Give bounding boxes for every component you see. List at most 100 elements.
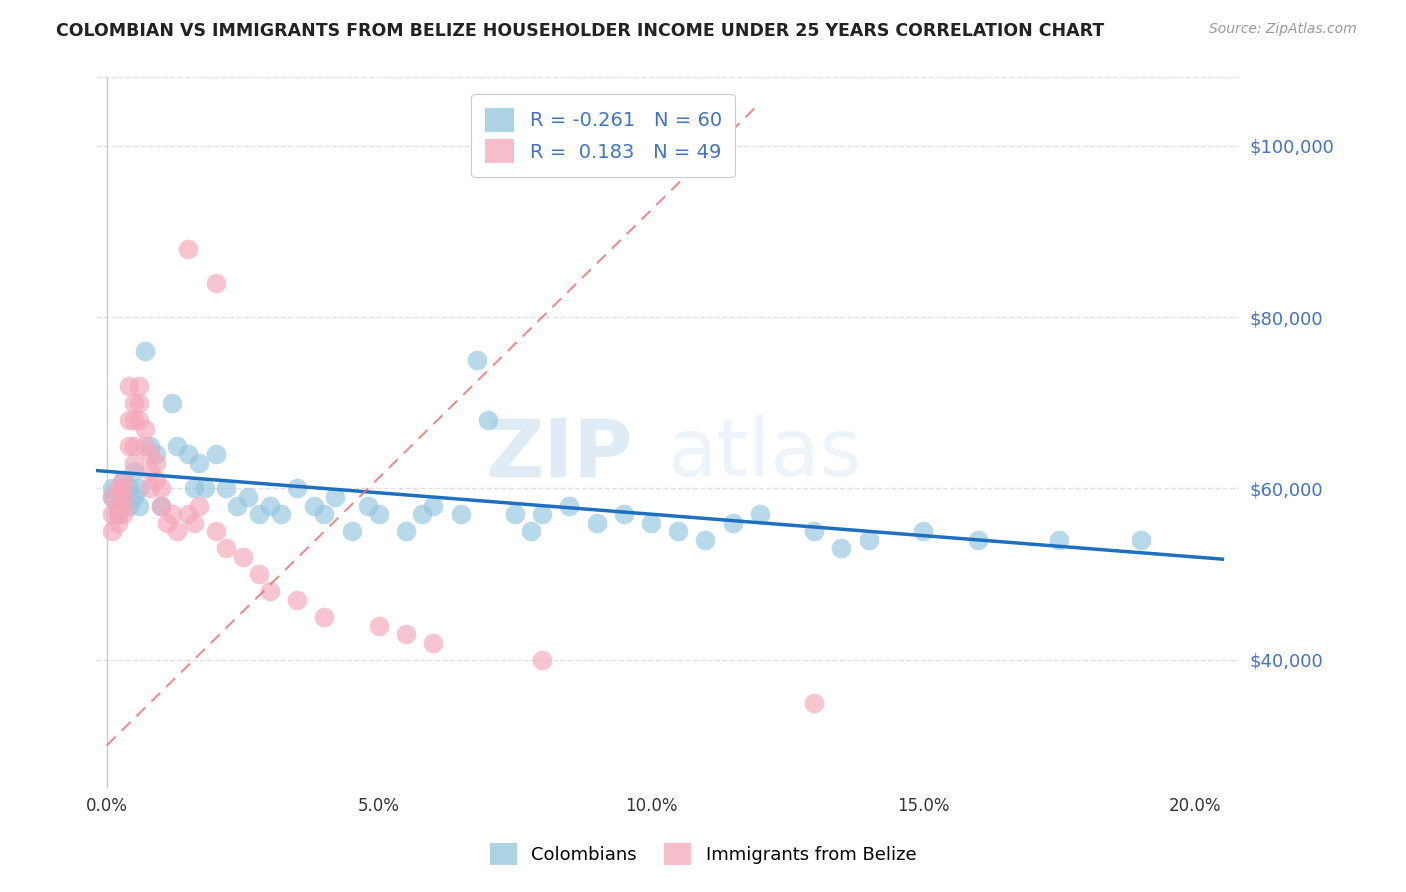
Point: [314, 610, 336, 624]
Point: [395, 524, 418, 539]
Point: [357, 499, 380, 513]
Point: [450, 507, 472, 521]
Point: [367, 618, 389, 632]
Point: [226, 499, 249, 513]
Point: [128, 499, 150, 513]
Point: [145, 456, 167, 470]
Point: [302, 499, 325, 513]
Point: [314, 507, 336, 521]
Point: [285, 482, 308, 496]
Point: [520, 524, 543, 539]
Point: [183, 482, 205, 496]
Point: [721, 516, 744, 530]
Point: [188, 456, 211, 470]
Point: [107, 516, 129, 530]
Point: [585, 516, 607, 530]
Point: [122, 413, 145, 427]
Point: [101, 490, 124, 504]
Point: [177, 507, 200, 521]
Point: [1129, 533, 1152, 547]
Point: [117, 499, 139, 513]
Point: [465, 353, 488, 368]
Point: [122, 396, 145, 410]
Point: [1047, 533, 1070, 547]
Point: [259, 584, 281, 599]
Point: [139, 464, 162, 478]
Point: [238, 490, 260, 504]
Point: [134, 421, 156, 435]
Point: [112, 507, 135, 521]
Point: [232, 549, 254, 564]
Point: [117, 439, 139, 453]
Point: [139, 482, 162, 496]
Point: [128, 378, 150, 392]
Point: [422, 635, 444, 649]
Point: [247, 567, 270, 582]
Point: [748, 507, 770, 521]
Point: [139, 447, 162, 461]
Point: [128, 413, 150, 427]
Point: [112, 482, 135, 496]
Point: [150, 499, 173, 513]
Legend: R = -0.261   N = 60, R =  0.183   N = 49: R = -0.261 N = 60, R = 0.183 N = 49: [471, 95, 735, 177]
Point: [145, 473, 167, 487]
Point: [247, 507, 270, 521]
Text: atlas: atlas: [668, 415, 862, 493]
Text: ZIP: ZIP: [486, 415, 633, 493]
Point: [128, 482, 150, 496]
Point: [112, 490, 135, 504]
Point: [188, 499, 211, 513]
Point: [128, 396, 150, 410]
Point: [112, 473, 135, 487]
Point: [966, 533, 988, 547]
Point: [477, 413, 499, 427]
Point: [830, 541, 852, 556]
Point: [122, 464, 145, 478]
Point: [531, 507, 554, 521]
Point: [107, 499, 129, 513]
Point: [803, 696, 825, 710]
Point: [101, 490, 124, 504]
Point: [177, 447, 200, 461]
Point: [166, 439, 188, 453]
Point: [422, 499, 444, 513]
Point: [204, 524, 226, 539]
Point: [285, 592, 308, 607]
Text: Source: ZipAtlas.com: Source: ZipAtlas.com: [1209, 22, 1357, 37]
Point: [117, 413, 139, 427]
Point: [204, 276, 226, 290]
Point: [340, 524, 363, 539]
Point: [160, 396, 183, 410]
Point: [101, 507, 124, 521]
Point: [912, 524, 935, 539]
Point: [166, 524, 188, 539]
Text: COLOMBIAN VS IMMIGRANTS FROM BELIZE HOUSEHOLDER INCOME UNDER 25 YEARS CORRELATIO: COLOMBIAN VS IMMIGRANTS FROM BELIZE HOUS…: [56, 22, 1105, 40]
Point: [803, 524, 825, 539]
Point: [395, 627, 418, 641]
Point: [150, 482, 173, 496]
Point: [112, 490, 135, 504]
Point: [215, 482, 238, 496]
Point: [122, 439, 145, 453]
Point: [117, 378, 139, 392]
Point: [367, 507, 389, 521]
Point: [531, 653, 554, 667]
Point: [122, 456, 145, 470]
Point: [107, 507, 129, 521]
Point: [112, 473, 135, 487]
Point: [112, 499, 135, 513]
Point: [145, 447, 167, 461]
Point: [139, 439, 162, 453]
Point: [177, 242, 200, 256]
Point: [640, 516, 662, 530]
Point: [101, 482, 124, 496]
Point: [411, 507, 433, 521]
Point: [107, 482, 129, 496]
Point: [183, 516, 205, 530]
Point: [134, 439, 156, 453]
Point: [613, 507, 636, 521]
Point: [150, 499, 173, 513]
Point: [134, 344, 156, 359]
Point: [160, 507, 183, 521]
Point: [101, 524, 124, 539]
